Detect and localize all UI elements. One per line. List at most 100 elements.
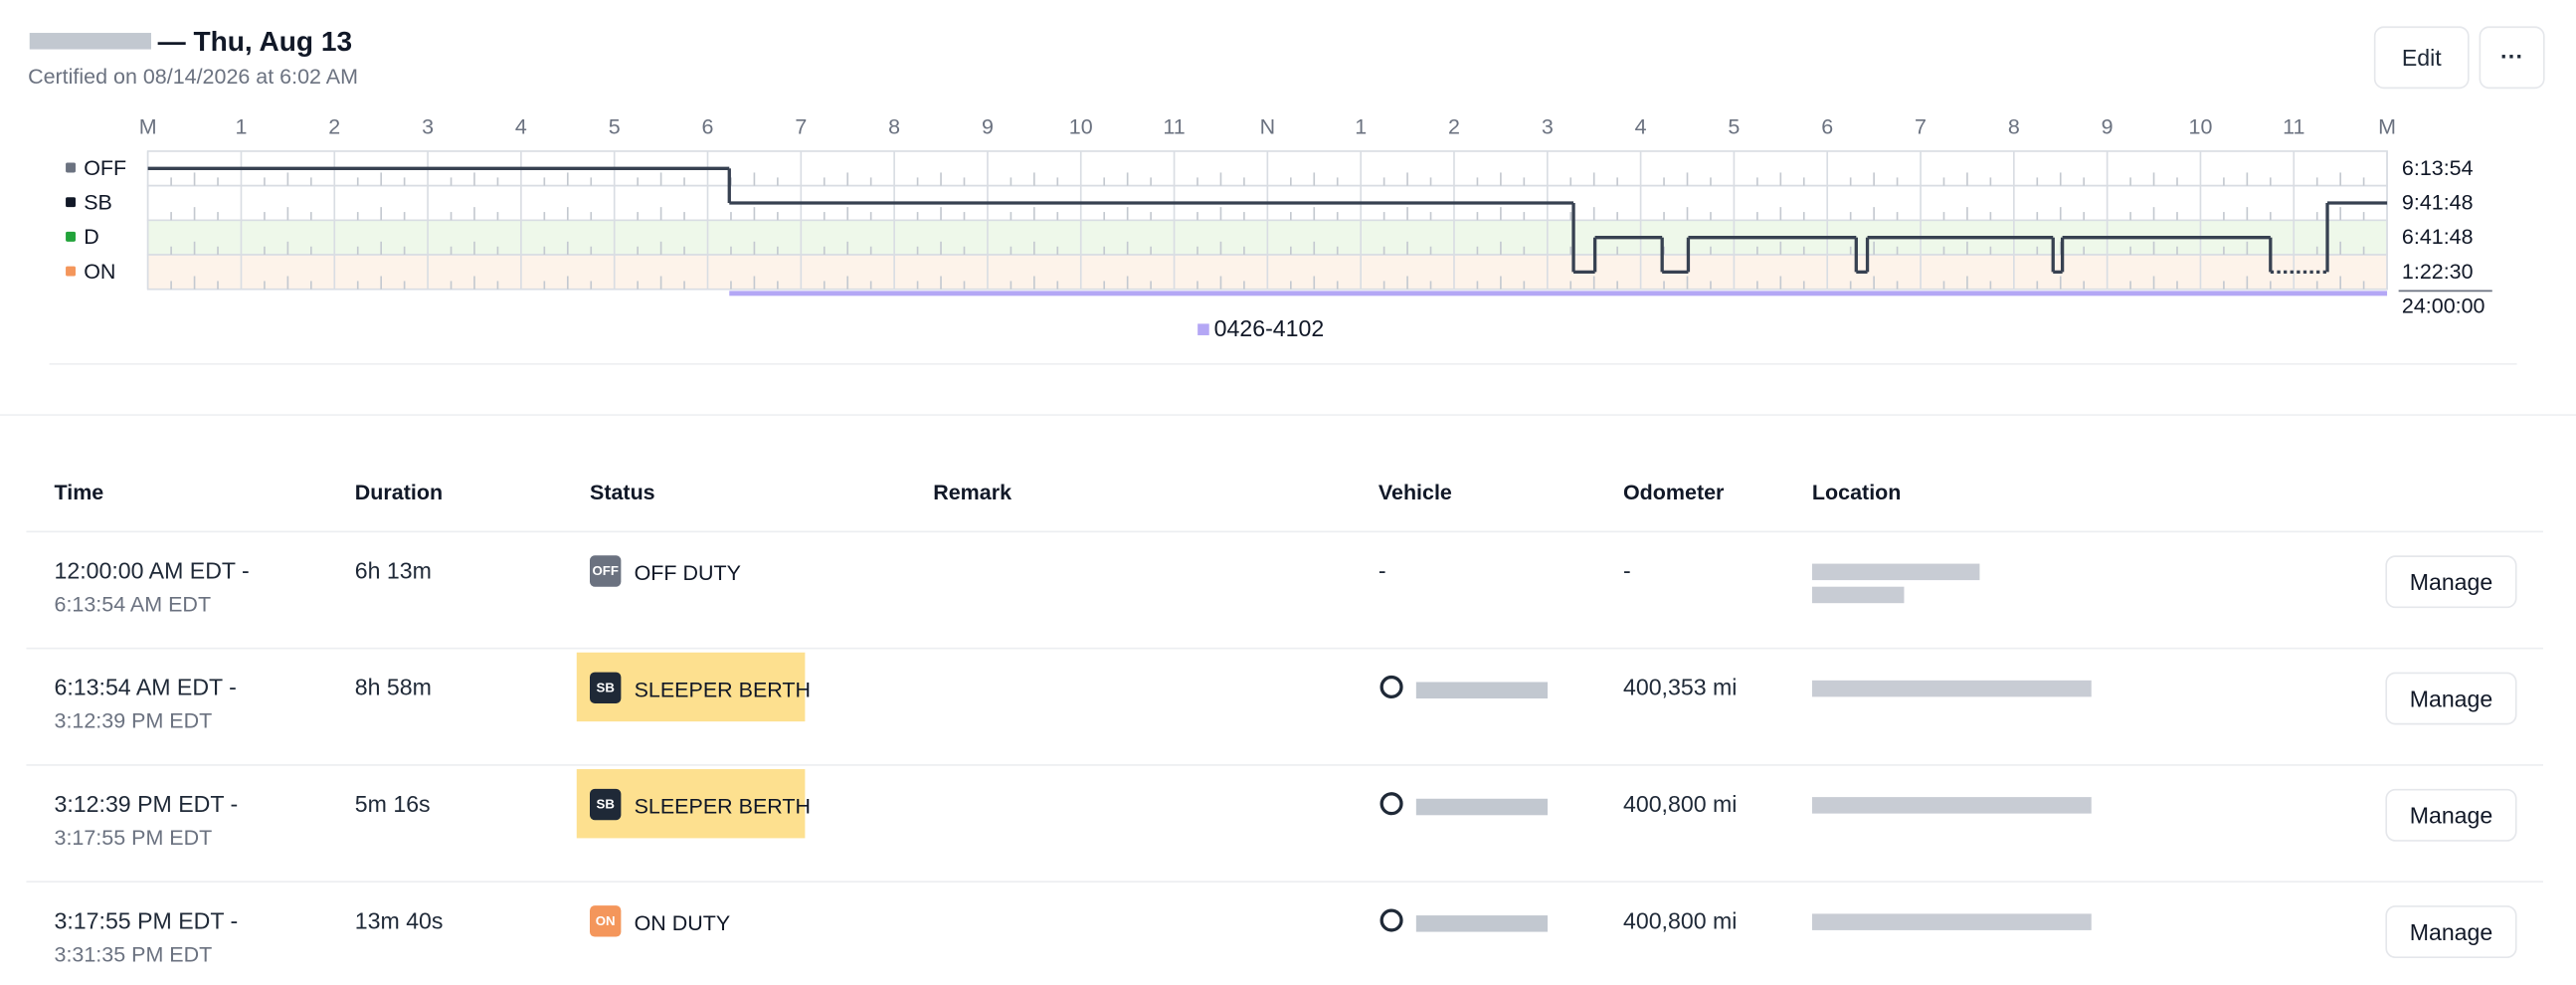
redacted <box>1811 913 2092 930</box>
status-label: ON <box>84 260 115 284</box>
hour-label: 10 <box>2189 115 2213 139</box>
column-header: Duration <box>354 480 444 505</box>
vehicle-icon <box>1380 908 1403 932</box>
odometer: 400,353 mi <box>1622 674 1738 700</box>
status-badge: ON <box>589 905 622 937</box>
redacted <box>1811 586 1905 604</box>
manage-button[interactable]: Manage <box>2385 672 2517 725</box>
column-header: Remark <box>933 480 1012 505</box>
odometer: 400,800 mi <box>1622 790 1738 817</box>
hour-label: M <box>139 115 157 139</box>
vehicle-bar <box>729 291 2388 296</box>
column-header: Location <box>1811 480 1902 505</box>
hour-label: M <box>2378 115 2396 139</box>
status-total: 1:22:30 <box>2402 260 2474 284</box>
divider <box>49 363 2517 365</box>
duration: 6h 13m <box>354 556 432 584</box>
vehicle-swatch <box>1197 323 1209 335</box>
legend-swatch <box>66 197 76 208</box>
redacted <box>1415 798 1548 816</box>
start-time: 6:13:54 AM EDT - <box>54 674 237 700</box>
start-time: 3:17:55 PM EDT - <box>54 906 239 934</box>
row-divider <box>26 647 2543 650</box>
status-total: 6:41:48 <box>2402 225 2474 249</box>
duration: 5m 16s <box>354 790 431 817</box>
status-badge: OFF <box>589 555 622 587</box>
legend-swatch <box>66 162 76 173</box>
end-time: 3:17:55 PM EDT <box>54 825 213 850</box>
title: — Thu, Aug 13 <box>157 26 353 58</box>
start-time: 3:12:39 PM EDT - <box>54 790 239 817</box>
hour-label: 11 <box>2283 115 2304 139</box>
hour-label: 7 <box>795 115 807 139</box>
row-divider <box>26 764 2543 766</box>
hour-label: 4 <box>515 115 527 139</box>
hour-label: 5 <box>609 115 621 139</box>
hour-label: 6 <box>702 115 714 139</box>
column-header: Vehicle <box>1378 480 1452 505</box>
manage-button[interactable]: Manage <box>2385 788 2517 842</box>
hour-label: 9 <box>982 115 994 139</box>
hour-label: 4 <box>1635 115 1647 139</box>
hour-label: 10 <box>1069 115 1093 139</box>
column-header: Time <box>54 480 104 505</box>
hour-label: 2 <box>1448 115 1460 139</box>
end-time: 3:12:39 PM EDT <box>54 707 213 733</box>
hour-label: 8 <box>2008 115 2020 139</box>
status-label: OFF <box>84 156 126 180</box>
odometer: - <box>1622 556 1631 584</box>
status-label: ON DUTY <box>634 910 731 935</box>
column-header: Odometer <box>1622 480 1725 505</box>
hour-label: 1 <box>235 115 247 139</box>
subtitle: Certified on 08/14/2026 at 6:02 AM <box>28 64 358 90</box>
row-divider <box>26 530 2543 533</box>
status-badge: SB <box>589 788 622 821</box>
redacted <box>1415 915 1548 932</box>
status-label: D <box>84 225 99 249</box>
hour-label: 9 <box>2102 115 2114 139</box>
vehicle: - <box>1378 556 1386 584</box>
hour-label: 3 <box>1542 115 1554 139</box>
status-total: 9:41:48 <box>2402 190 2474 214</box>
status-label: SB <box>84 190 112 214</box>
manage-button[interactable]: Manage <box>2385 555 2517 609</box>
divider <box>0 414 2576 416</box>
hour-label: 11 <box>1163 115 1185 139</box>
hour-label: N <box>1260 115 1276 139</box>
vehicle-icon <box>1380 675 1403 699</box>
duration: 8h 58m <box>354 674 432 700</box>
grand-total: 24:00:00 <box>2402 295 2485 318</box>
legend-swatch <box>66 266 76 277</box>
vehicle-icon <box>1380 792 1403 816</box>
duration: 13m 40s <box>354 906 444 934</box>
vehicle-name: 0426-4102 <box>1214 315 1325 341</box>
end-time: 6:13:54 AM EDT <box>54 591 212 617</box>
hour-label: 8 <box>888 115 900 139</box>
redacted <box>1811 680 2092 697</box>
redacted <box>1811 563 1980 581</box>
status-badge: SB <box>589 672 622 703</box>
status-label: SLEEPER BERTH <box>634 677 812 702</box>
row-divider <box>26 881 2543 884</box>
start-time: 12:00:00 AM EDT - <box>54 556 250 584</box>
hour-label: 1 <box>1355 115 1367 139</box>
hour-label: 5 <box>1728 115 1740 139</box>
end-time: 3:31:35 PM EDT <box>54 941 213 967</box>
status-label: SLEEPER BERTH <box>634 793 812 819</box>
more-button[interactable]: ··· <box>2479 26 2545 90</box>
column-header: Status <box>589 480 655 505</box>
edit-button[interactable]: Edit <box>2373 26 2470 90</box>
hour-label: 2 <box>328 115 340 139</box>
status-total: 6:13:54 <box>2402 156 2474 180</box>
status-label: OFF DUTY <box>634 560 741 586</box>
legend-swatch <box>66 231 76 242</box>
manage-button[interactable]: Manage <box>2385 905 2517 958</box>
duty-graph: OFF 6:13:54 SB 9:41:48 D 6:41:48 ON 1:22:30 24:0… <box>66 115 2492 341</box>
redacted <box>1811 797 2092 814</box>
redacted <box>1415 682 1548 699</box>
odometer: 400,800 mi <box>1622 906 1738 934</box>
hour-label: 3 <box>422 115 434 139</box>
redacted <box>29 33 151 50</box>
